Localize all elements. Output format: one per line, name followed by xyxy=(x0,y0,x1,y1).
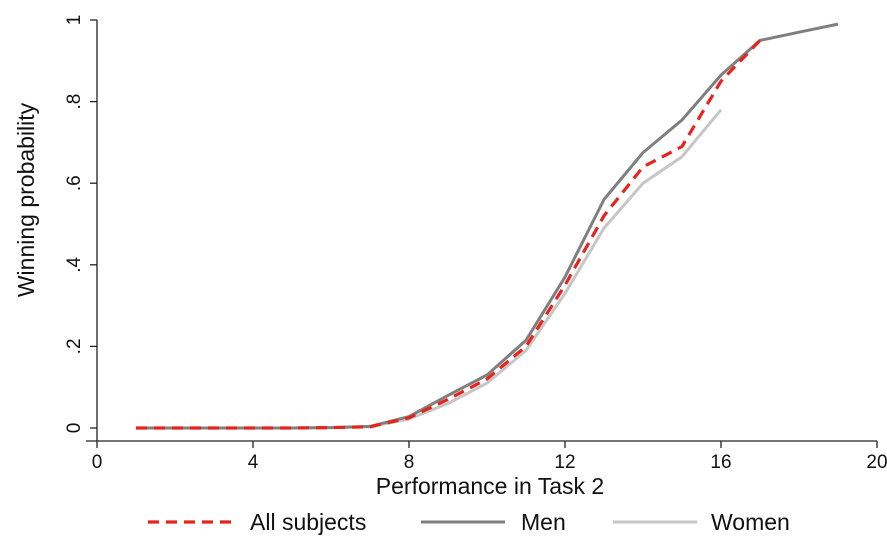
y-axis-title: Winning probability xyxy=(13,102,39,297)
y-tick-label: .2 xyxy=(64,338,85,354)
y-tick-label: .6 xyxy=(64,175,85,191)
series-line-all-subjects xyxy=(136,39,762,430)
legend: All subjects Men Women xyxy=(148,509,790,535)
series-line-women xyxy=(291,108,723,430)
x-tick-label: 16 xyxy=(710,452,731,473)
legend-label-men: Men xyxy=(521,509,566,535)
series-line-men xyxy=(136,22,839,430)
x-tick-label: 20 xyxy=(866,452,887,473)
x-tick-labels: 0 4 8 12 16 20 xyxy=(92,441,887,473)
x-tick-label: 12 xyxy=(554,452,575,473)
series-layer xyxy=(136,22,839,430)
y-tick-label: 1 xyxy=(64,15,85,26)
legend-label-all-subjects: All subjects xyxy=(250,509,366,535)
x-tick-label: 0 xyxy=(92,452,103,473)
y-tick-label: .4 xyxy=(64,256,85,272)
chart-axes xyxy=(86,20,877,442)
x-axis-title: Performance in Task 2 xyxy=(376,473,604,499)
legend-label-women: Women xyxy=(711,509,790,535)
x-tick-label: 4 xyxy=(248,452,259,473)
y-tick-label: .8 xyxy=(64,94,85,110)
x-tick-label: 8 xyxy=(404,452,415,473)
y-tick-label: 0 xyxy=(64,423,85,434)
y-tick-labels: 0 .2 .4 .6 .8 1 xyxy=(64,15,97,434)
